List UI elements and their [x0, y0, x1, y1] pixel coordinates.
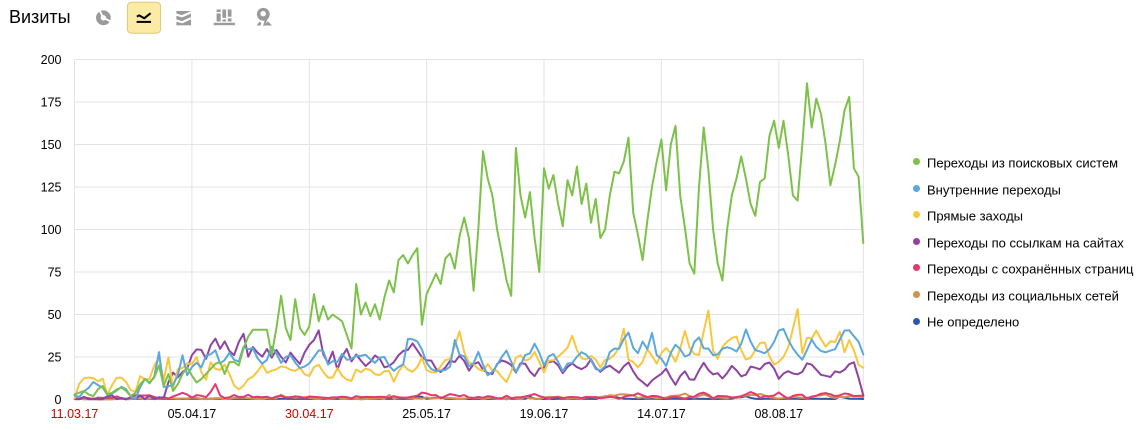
svg-text:05.04.17: 05.04.17 [168, 407, 217, 421]
svg-text:0: 0 [55, 393, 62, 407]
svg-text:25: 25 [48, 350, 62, 364]
svg-text:19.06.17: 19.06.17 [520, 407, 569, 421]
svg-text:08.08.17: 08.08.17 [754, 407, 803, 421]
svg-text:150: 150 [41, 138, 62, 152]
svg-text:11.03.17: 11.03.17 [51, 407, 99, 421]
svg-text:125: 125 [41, 180, 62, 194]
svg-text:100: 100 [41, 223, 62, 237]
svg-text:200: 200 [41, 53, 62, 67]
svg-text:14.07.17: 14.07.17 [637, 407, 686, 421]
svg-text:75: 75 [48, 265, 62, 279]
svg-text:30.04.17: 30.04.17 [285, 407, 334, 421]
svg-text:25.05.17: 25.05.17 [402, 407, 451, 421]
svg-text:175: 175 [41, 95, 62, 109]
svg-text:50: 50 [48, 308, 62, 322]
